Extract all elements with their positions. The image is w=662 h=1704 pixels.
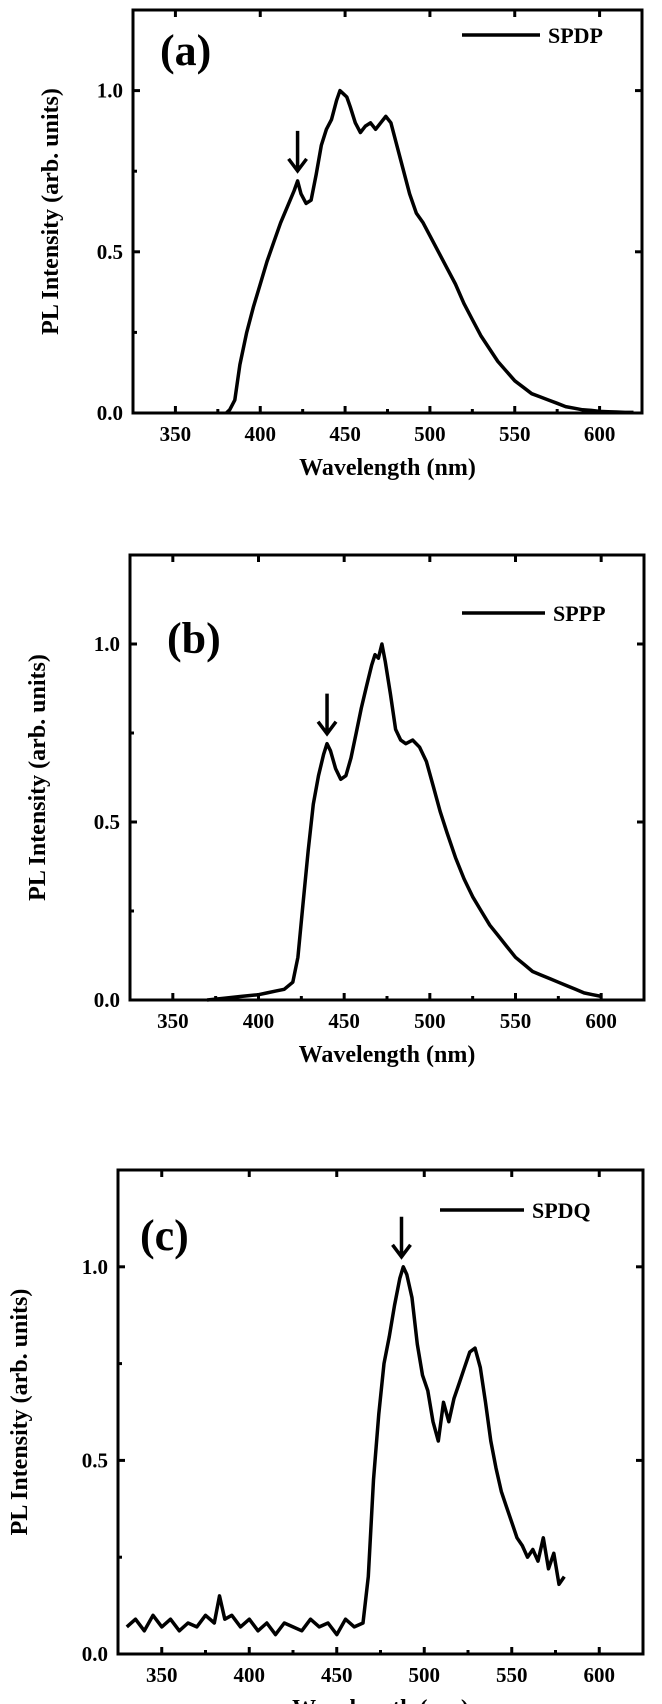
series-line-spdp [225,88,634,415]
y-tick-label: 0.0 [94,988,120,1012]
x-tick-label: 450 [328,1009,360,1033]
x-tick-label: 400 [234,1663,266,1687]
x-axis-title: Wavelength (nm) [299,1042,476,1068]
arrow-marker [287,130,308,174]
x-axis-title: Wavelength (nm) [299,455,476,481]
y-tick-label: 0.5 [94,810,120,834]
panel-b: 350 400 450 500 550 600 0.0 0.5 1.0 (b) SPPP Wa… [25,553,646,1068]
series-line-spdq [125,1265,566,1637]
x-tick-label: 350 [160,422,192,446]
x-tick-label: 400 [245,422,277,446]
x-tick-label: 350 [146,1663,178,1687]
y-tick-label: 0.5 [97,240,123,264]
y-tick-label: 1.0 [97,79,123,103]
x-tick-label: 550 [496,1663,528,1687]
x-tick-label: 600 [584,422,616,446]
y-tick-label: 1.0 [94,632,120,656]
y-tick-label: 0.5 [82,1448,108,1472]
x-tick-label: 400 [243,1009,275,1033]
panel-c: 350 400 450 500 550 600 0.0 0.5 1.0 (c) SPDQ Wa… [7,1168,645,1704]
x-tick-label: 450 [329,422,361,446]
arrow-marker [391,1216,412,1260]
legend-label: SPPP [553,601,606,626]
y-axis-title: PL Intensity (arb. units) [7,1289,33,1536]
x-tick-label: 550 [499,422,531,446]
legend-label: SPDQ [532,1198,591,1223]
x-tick-label: 500 [414,1009,446,1033]
x-axis-title: Wavelength (nm) [292,1696,469,1704]
panel-label: (c) [140,1211,189,1260]
x-tick-label: 450 [321,1663,353,1687]
y-tick-label: 0.0 [97,401,123,425]
y-axis-title: PL Intensity (arb. units) [38,88,64,335]
x-tick-label: 550 [500,1009,532,1033]
y-axis-title: PL Intensity (arb. units) [25,654,51,901]
x-tick-label: 600 [585,1009,617,1033]
x-tick-label: 600 [584,1663,616,1687]
x-tick-label: 500 [414,422,446,446]
panel-a: 350 400 450 500 550 600 0.0 0.5 1.0 (a) SPDP Wa… [38,8,644,481]
legend-label: SPDP [548,23,603,48]
series-line-sppp [206,642,602,1002]
y-tick-label: 0.0 [82,1642,108,1666]
x-tick-label: 350 [157,1009,189,1033]
panel-label: (b) [167,614,221,663]
arrow-marker [316,693,338,737]
panel-label: (a) [160,26,211,75]
x-tick-label: 500 [409,1663,441,1687]
y-tick-label: 1.0 [82,1255,108,1279]
